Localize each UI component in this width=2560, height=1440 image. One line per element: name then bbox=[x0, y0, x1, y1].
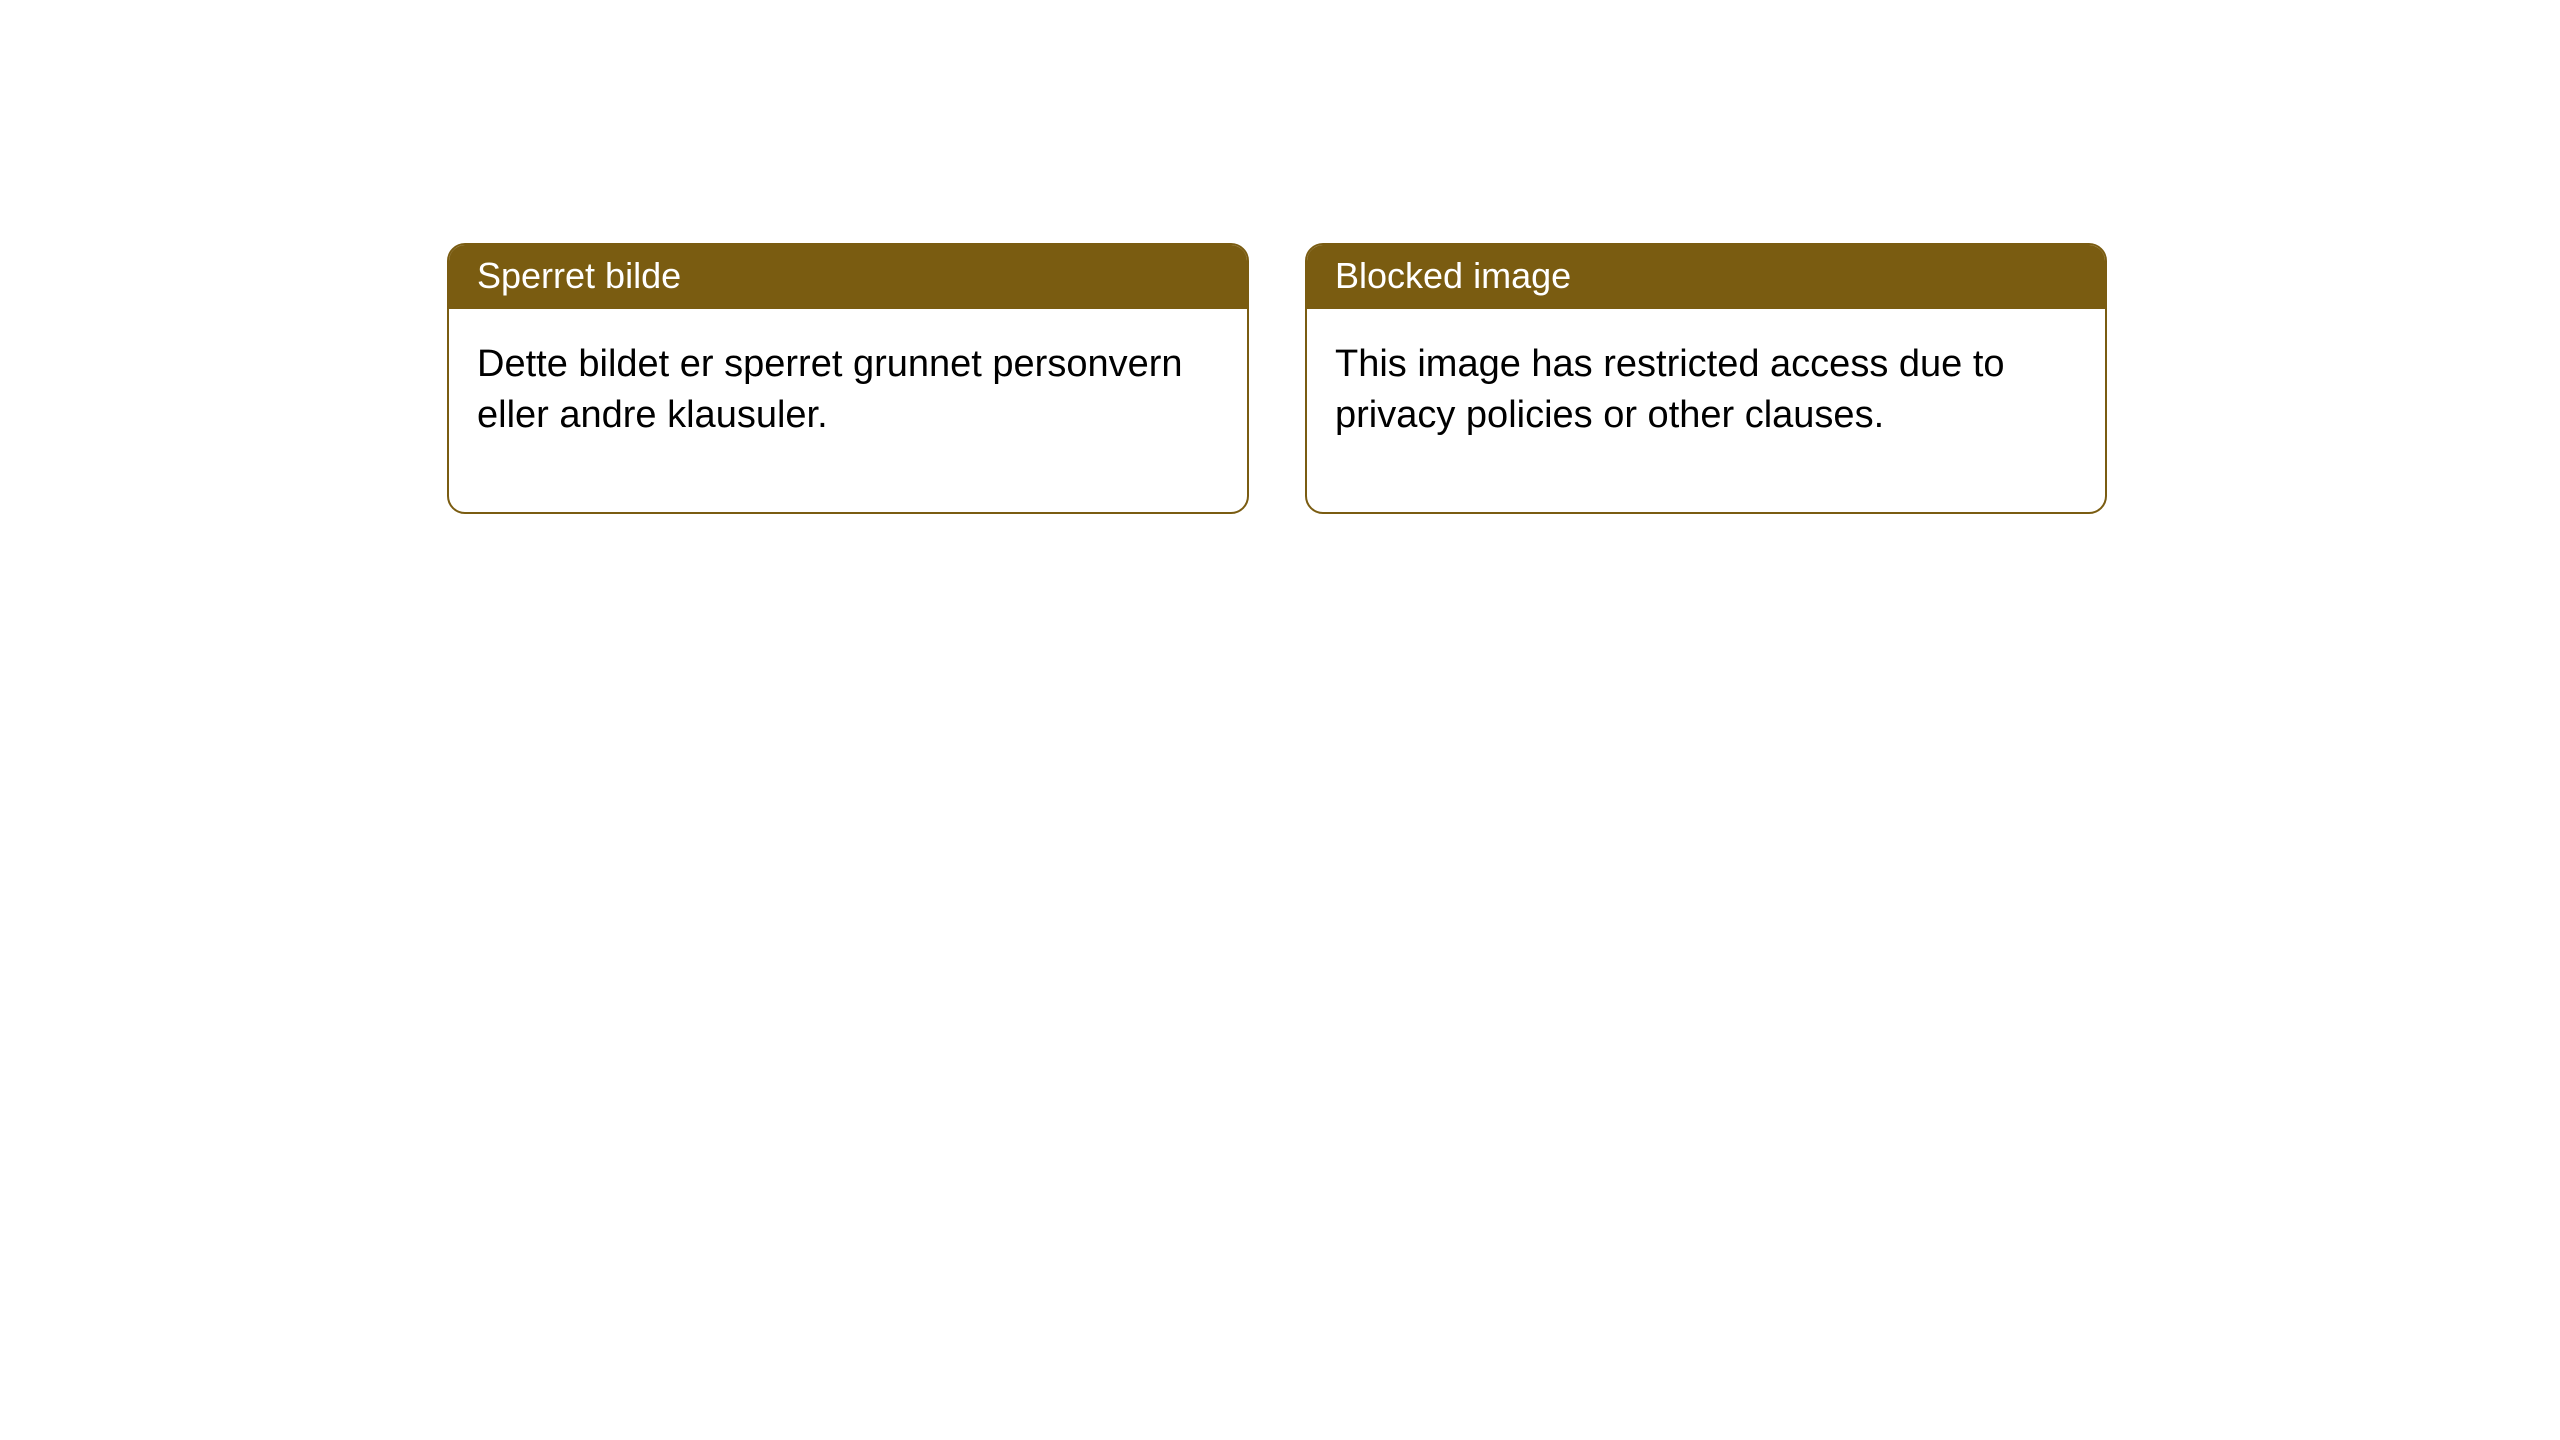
notice-title: Blocked image bbox=[1335, 255, 1571, 296]
notice-title: Sperret bilde bbox=[477, 255, 681, 296]
notice-body: This image has restricted access due to … bbox=[1307, 309, 2105, 512]
notice-box-english: Blocked image This image has restricted … bbox=[1305, 243, 2107, 514]
notice-text: This image has restricted access due to … bbox=[1335, 343, 2005, 436]
notice-body: Dette bildet er sperret grunnet personve… bbox=[449, 309, 1247, 512]
notice-header: Sperret bilde bbox=[449, 245, 1247, 309]
notice-box-norwegian: Sperret bilde Dette bildet er sperret gr… bbox=[447, 243, 1249, 514]
notice-container: Sperret bilde Dette bildet er sperret gr… bbox=[447, 243, 2107, 514]
notice-text: Dette bildet er sperret grunnet personve… bbox=[477, 343, 1183, 436]
notice-header: Blocked image bbox=[1307, 245, 2105, 309]
